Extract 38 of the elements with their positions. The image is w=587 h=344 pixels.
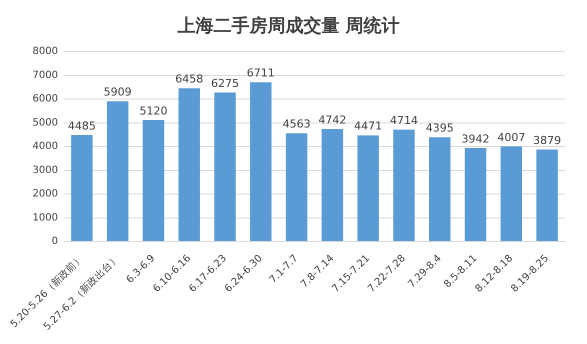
data-label: 6711 xyxy=(246,66,275,80)
y-tick-label: 0 xyxy=(52,236,58,248)
data-label: 6275 xyxy=(211,76,240,90)
bar xyxy=(429,137,450,242)
data-label: 4007 xyxy=(497,130,526,144)
data-label: 4563 xyxy=(282,118,311,131)
data-label: 4485 xyxy=(68,119,96,132)
y-tick-label: 4000 xyxy=(32,141,58,152)
bar xyxy=(286,133,308,242)
y-tick-label: 7000 xyxy=(32,70,58,81)
data-label: 4395 xyxy=(426,122,454,135)
bar xyxy=(322,128,344,242)
y-tick-label: 8000 xyxy=(32,46,58,58)
data-label: 4471 xyxy=(354,120,382,133)
bar xyxy=(106,101,128,242)
bar xyxy=(71,135,93,242)
bar xyxy=(178,88,200,242)
bar xyxy=(500,146,522,242)
y-tick-label: 6000 xyxy=(32,94,58,105)
data-label: 5909 xyxy=(104,86,132,99)
bar xyxy=(214,92,236,242)
data-label: 4742 xyxy=(318,113,346,126)
bar xyxy=(250,82,272,242)
data-label: 3879 xyxy=(533,134,562,147)
bar xyxy=(357,135,379,242)
bar xyxy=(464,148,486,242)
data-label: 3942 xyxy=(462,132,490,146)
y-tick-label: 2000 xyxy=(32,188,58,200)
bar xyxy=(536,149,558,242)
chart-title: 上海二手房周成交量 周统计 xyxy=(176,15,400,36)
data-label: 6458 xyxy=(175,72,204,86)
bar xyxy=(393,130,415,242)
y-tick-label: 5000 xyxy=(32,117,58,128)
bar xyxy=(142,120,164,242)
data-label: 4714 xyxy=(390,114,418,127)
data-label: 5120 xyxy=(139,104,168,118)
y-tick-label: 3000 xyxy=(32,164,58,176)
y-tick-label: 1000 xyxy=(32,212,58,224)
